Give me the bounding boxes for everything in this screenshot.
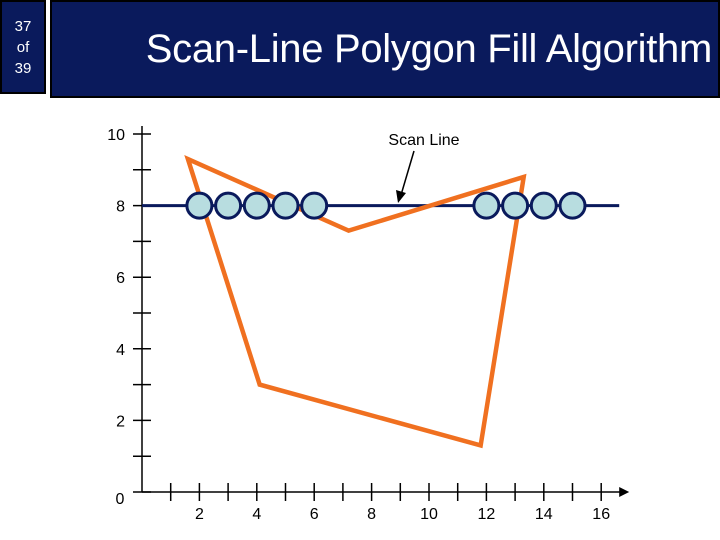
x-tick-label: 12: [478, 506, 496, 523]
y-tick-label: 0: [116, 491, 125, 508]
slide-total: 39: [14, 59, 32, 77]
annotation-layer: Scan Line: [388, 132, 460, 203]
filled-pixel: [242, 191, 271, 220]
polygon-layer: [184, 154, 527, 449]
x-tick-label: 8: [367, 506, 376, 523]
axes: 0 2 4 6 8 10 2 4 6 8 10 12 14 16: [107, 126, 630, 523]
scan-line-pointer: [400, 150, 415, 196]
y-tick-label: 4: [116, 342, 125, 359]
scan-line-label: Scan Line: [388, 132, 459, 149]
filled-pixel: [472, 191, 501, 220]
slide-title: Scan-Line Polygon Fill Algorithm: [145, 26, 713, 71]
y-tick-label: 6: [116, 270, 125, 287]
slide-of-label: of: [16, 38, 30, 56]
filled-pixel: [558, 191, 587, 220]
filled-pixel: [214, 191, 243, 220]
x-tick-label: 4: [252, 506, 261, 523]
filled-pixel: [185, 191, 214, 220]
filled-pixel: [501, 191, 530, 220]
x-tick-label: 10: [420, 506, 438, 523]
x-tick-label: 6: [310, 506, 319, 523]
y-tick-label: 8: [116, 199, 125, 216]
x-tick-label: 16: [592, 506, 610, 523]
slide-number: 37: [14, 17, 32, 35]
y-tick-label: 10: [107, 127, 125, 144]
x-tick-label: 2: [195, 506, 204, 523]
scan-line-pointer-head: [396, 190, 406, 203]
filled-pixel: [300, 191, 329, 220]
x-axis-arrow: [619, 487, 630, 497]
pixel-layer: [185, 191, 587, 220]
slide-counter: 37 of 39: [0, 0, 46, 94]
polygon-outline: [184, 154, 527, 449]
y-tick-label: 2: [116, 413, 125, 430]
filled-pixel: [529, 191, 558, 220]
x-tick-label: 14: [535, 506, 553, 523]
title-bar: Scan-Line Polygon Fill Algorithm: [50, 0, 720, 98]
filled-pixel: [271, 191, 300, 220]
